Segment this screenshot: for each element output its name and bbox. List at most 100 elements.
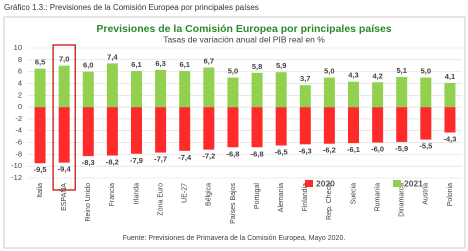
bar <box>420 77 432 108</box>
legend-label: 2020 <box>316 178 335 188</box>
x-tick-label: ESPAÑA <box>59 183 68 211</box>
value-label: 6,3 <box>155 59 165 68</box>
value-label: -4,3 <box>443 134 456 143</box>
bar <box>106 107 118 156</box>
bar <box>82 71 94 108</box>
value-label: -6,0 <box>371 145 384 154</box>
y-tick-label: 4 <box>18 78 22 87</box>
value-label: -6,5 <box>275 147 288 156</box>
bar <box>131 71 142 108</box>
value-label: -7,4 <box>178 153 192 162</box>
bar <box>348 81 359 108</box>
bar <box>348 107 359 144</box>
x-tick-label: Dinamarca <box>399 183 406 217</box>
value-label: 5,1 <box>397 66 407 75</box>
value-label: 7,0 <box>59 55 69 64</box>
y-tick-label: 6 <box>18 67 22 76</box>
bar <box>227 77 239 108</box>
value-label: -6,8 <box>251 149 264 158</box>
value-label: -7,9 <box>130 156 143 165</box>
bar <box>323 77 335 108</box>
value-label: -5,9 <box>395 144 408 153</box>
value-label: 5,0 <box>228 67 238 76</box>
value-label: 7,4 <box>107 52 118 61</box>
value-label: -8,2 <box>106 158 119 167</box>
x-tick-label: Bélgica <box>206 183 213 206</box>
value-label: 6,1 <box>131 60 141 69</box>
chart-frame <box>3 16 466 249</box>
bar <box>58 107 70 163</box>
highlight-box <box>52 44 76 191</box>
bar <box>179 71 191 108</box>
x-tick-label: Francia <box>109 183 116 206</box>
x-tick-label: Rumanía <box>374 183 381 212</box>
value-label: -5,5 <box>419 142 432 151</box>
caption: Gráfico 1.3.: Previsiones de la Comisión… <box>4 3 259 12</box>
y-tick-label: -10 <box>11 161 22 170</box>
bar <box>58 65 70 108</box>
value-label: 5,9 <box>276 61 286 70</box>
y-tick-label: 0 <box>18 102 22 111</box>
value-label: 4,2 <box>372 71 382 80</box>
chart-title: Previsiones de la Comisión Europea por p… <box>96 23 391 35</box>
value-label: -7,7 <box>154 155 167 164</box>
y-tick-label: 2 <box>18 90 22 99</box>
bar <box>275 72 287 108</box>
value-label: -6,8 <box>226 149 239 158</box>
value-label: 6,7 <box>204 56 214 65</box>
bar <box>179 107 191 151</box>
x-tick-label: Países Bajos <box>230 183 237 224</box>
x-tick-label: Polonia <box>447 183 454 206</box>
x-tick-label: Zona Euro <box>157 183 164 216</box>
bar <box>251 72 263 108</box>
bar <box>299 107 311 145</box>
x-tick-label: Irlanda <box>133 183 140 205</box>
y-tick-label: -4 <box>15 126 22 135</box>
bar <box>106 63 118 108</box>
bar <box>299 85 311 108</box>
source: Fuente: Previsiones de Primavera de la C… <box>123 235 346 242</box>
bar <box>82 107 94 157</box>
y-tick-label: -12 <box>11 173 22 182</box>
x-tick-label: Rep. Checa <box>326 183 333 220</box>
chart-subtitle: Tasas de variación anual del PIB real en… <box>163 34 325 44</box>
value-label: -9,5 <box>34 165 47 174</box>
value-label: 3,7 <box>300 74 310 83</box>
value-label: 4,1 <box>445 72 455 81</box>
y-tick-label: -6 <box>15 138 22 147</box>
bar <box>34 68 46 108</box>
value-label: -7,2 <box>202 152 215 161</box>
value-label: 6,0 <box>83 61 93 70</box>
bar <box>420 107 432 140</box>
value-label: -8,3 <box>82 158 95 167</box>
value-label: 6,5 <box>35 58 45 67</box>
bar <box>396 76 408 108</box>
bar <box>275 107 287 146</box>
bar <box>131 107 142 154</box>
x-tick-label: Finlandia <box>302 183 309 212</box>
x-tick-label: Alemania <box>278 183 285 212</box>
x-tick-label: Austria <box>423 183 430 205</box>
x-tick-label: Suecia <box>350 183 357 205</box>
x-tick-label: Reino Unido <box>85 183 92 222</box>
value-label: 4,3 <box>348 71 358 80</box>
bar <box>155 69 167 108</box>
value-label: -9,4 <box>58 165 72 174</box>
value-label: 6,1 <box>180 60 190 69</box>
bar <box>444 107 456 133</box>
x-tick-label: Italia <box>37 183 44 198</box>
y-tick-label: 8 <box>18 55 22 64</box>
bar <box>396 107 408 142</box>
bar <box>155 107 167 153</box>
bar <box>203 107 215 150</box>
value-label: 5,0 <box>324 67 334 76</box>
x-tick-label: Portugal <box>254 183 261 210</box>
legend-swatch <box>305 180 313 187</box>
y-tick-label: 10 <box>14 43 22 52</box>
bar <box>372 107 384 143</box>
x-tick-label: UE-27 <box>182 183 189 203</box>
value-label: -6,2 <box>323 146 336 155</box>
bar <box>323 107 335 144</box>
value-label: -6,3 <box>299 146 312 155</box>
